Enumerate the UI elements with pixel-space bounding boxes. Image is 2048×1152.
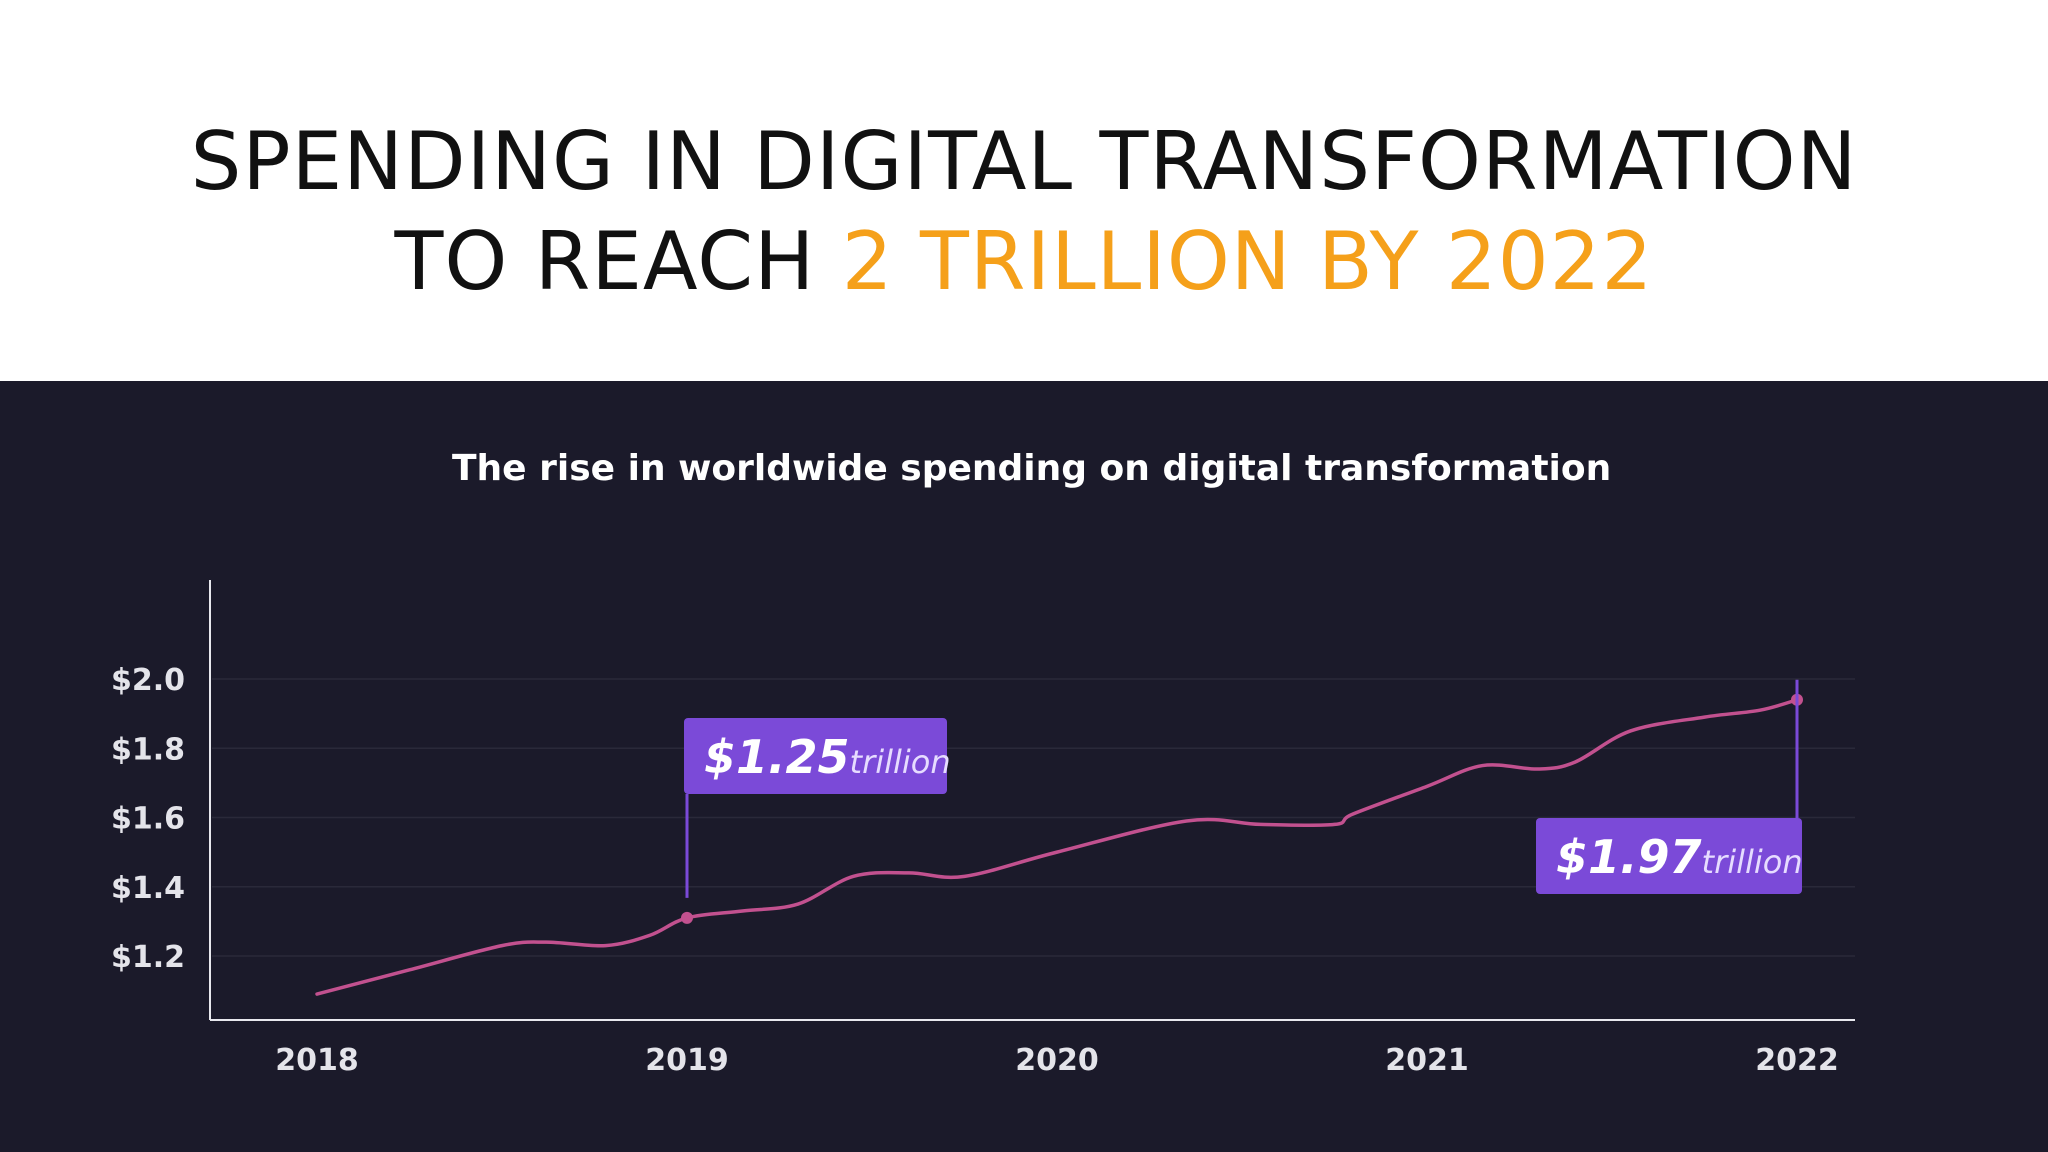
x-tick-label: 2021 (1385, 1043, 1469, 1078)
x-tick-label: 2022 (1755, 1043, 1839, 1078)
callout-value: $1.97 (1556, 830, 1702, 884)
y-tick-label: $1.4 (111, 871, 185, 906)
chart-panel (0, 381, 2048, 1152)
y-tick-label: $1.6 (111, 802, 185, 837)
callout-box (684, 718, 947, 794)
headline: SPENDING IN DIGITAL TRANSFORMATION TO RE… (0, 112, 2048, 312)
x-tick-label: 2020 (1015, 1043, 1099, 1078)
headline-accent: 2 TRILLION BY 2022 (841, 215, 1654, 308)
y-tick-label: $1.2 (111, 940, 185, 975)
headline-prefix: TO REACH (394, 215, 842, 308)
data-point-marker (681, 911, 693, 924)
x-tick-label: 2018 (275, 1043, 359, 1078)
callout-unit: trillion (1702, 843, 1803, 881)
chart-title: The rise in worldwide spending on digita… (452, 448, 1612, 489)
x-tick-label: 2019 (645, 1043, 729, 1078)
callout-label: $1.25trillion (704, 730, 951, 784)
y-tick-label: $1.8 (111, 732, 185, 767)
y-tick-label: $2.0 (111, 663, 185, 698)
headline-line-2: TO REACH 2 TRILLION BY 2022 (0, 212, 2048, 312)
callout-value: $1.25 (704, 730, 850, 784)
title-section: SPENDING IN DIGITAL TRANSFORMATION TO RE… (0, 0, 2048, 381)
callout-box (1536, 818, 1802, 894)
series-line (315, 698, 1799, 996)
headline-line-1: SPENDING IN DIGITAL TRANSFORMATION (190, 115, 1858, 208)
callout-label: $1.97trillion (1556, 830, 1803, 884)
callout-unit: trillion (850, 743, 951, 781)
